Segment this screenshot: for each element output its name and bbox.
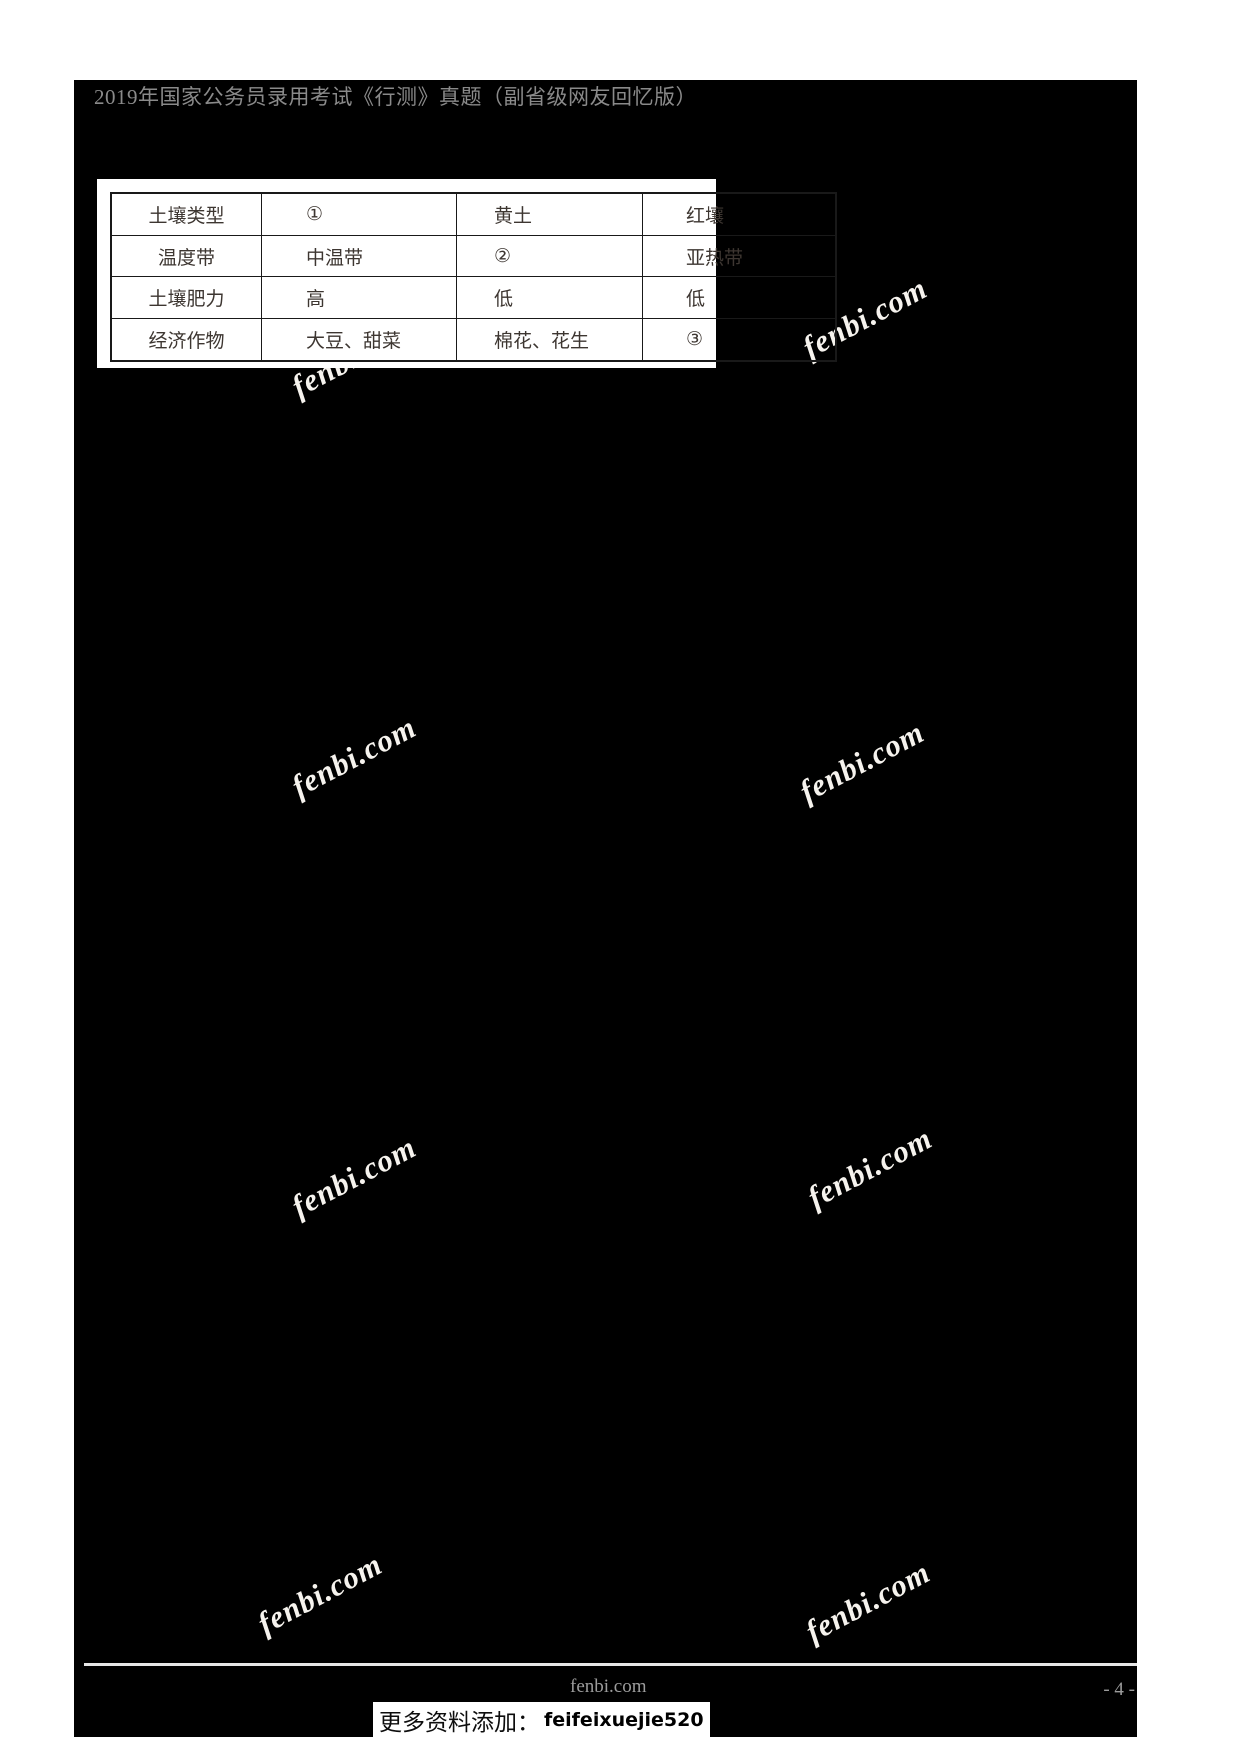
table-cell-r1c4: 红壤 bbox=[642, 192, 837, 236]
table-cell-r2c4: 亚热带 bbox=[642, 234, 837, 278]
table-cell-r4c1: 经济作物 bbox=[110, 318, 262, 362]
table-row: 土壤类型 ① 黄土 红壤 bbox=[110, 192, 837, 236]
table-cell-r2c1: 温度带 bbox=[110, 234, 262, 278]
footer-site-text: fenbi.com bbox=[570, 1676, 647, 1697]
table-cell-r1c2: ① bbox=[261, 192, 457, 236]
table-cell-r3c1: 土壤肥力 bbox=[110, 276, 262, 320]
promo-banner: 更多资料添加： feifeixuejie520 bbox=[373, 1702, 710, 1737]
table-cell-r2c3: ② bbox=[456, 234, 643, 278]
table-cell-r1c1: 土壤类型 bbox=[110, 192, 262, 236]
table-row: 经济作物 大豆、甜菜 棉花、花生 ③ bbox=[110, 318, 837, 362]
table-panel: 土壤类型 ① 黄土 红壤 温度带 中温带 ② 亚热带 土壤肥力高低低经济作物 大豆、甜菜 棉花、花生… bbox=[97, 179, 837, 368]
table-row: 土壤肥力高低低 bbox=[110, 276, 837, 320]
table-cell-r3c2: 高 bbox=[261, 276, 457, 320]
table-cell-r4c4: ③ bbox=[642, 318, 837, 362]
soil-comparison-table: 土壤类型 ① 黄土 红壤 温度带 中温带 ② 亚热带 土壤肥力高低低经济作物 大豆、甜菜 棉花、花生… bbox=[110, 192, 837, 362]
table-cell-r1c3: 黄土 bbox=[456, 192, 643, 236]
table-row: 温度带 中温带 ② 亚热带 bbox=[110, 234, 837, 278]
table-cell-r4c3: 棉花、花生 bbox=[456, 318, 643, 362]
table-cell-r2c2: 中温带 bbox=[261, 234, 457, 278]
document-title: 2019年国家公务员录用考试《行测》真题（副省级网友回忆版） bbox=[94, 85, 697, 109]
promo-label: 更多资料添加： bbox=[379, 1709, 540, 1735]
table-cell-r3c4: 低 bbox=[642, 276, 837, 320]
page-number: - 4 - bbox=[1103, 1679, 1135, 1700]
promo-id: feifeixuejie520 bbox=[544, 1708, 704, 1731]
table-cell-r4c2: 大豆、甜菜 bbox=[261, 318, 457, 362]
footer-divider bbox=[84, 1663, 1137, 1666]
table-cell-r3c3: 低 bbox=[456, 276, 643, 320]
